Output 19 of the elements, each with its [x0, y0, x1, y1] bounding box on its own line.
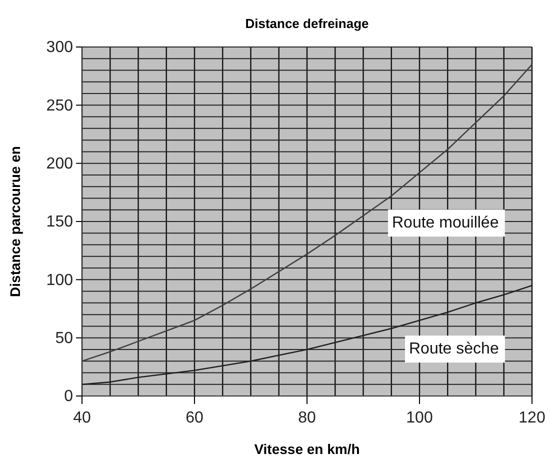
x-tick-label: 60	[186, 410, 204, 427]
y-tick-label: 300	[46, 39, 74, 56]
chart-title: Distance defreinage	[245, 16, 369, 31]
x-tick-label: 40	[73, 410, 91, 427]
line-series	[81, 64, 533, 362]
x-tick-label: 120	[518, 410, 546, 427]
series-label: Route mouillée	[392, 214, 499, 232]
x-tick-label: 100	[406, 410, 433, 427]
x-axis-title: Vitesse en km/h	[254, 441, 360, 457]
line-series	[81, 284, 533, 386]
x-tick-label: 80	[298, 410, 316, 427]
y-tick-label: 200	[46, 155, 74, 172]
y-tick-label: 150	[46, 214, 74, 231]
y-tick-label: 250	[46, 97, 74, 114]
y-tick-label: 50	[55, 330, 74, 347]
y-tick-label: 0	[64, 388, 74, 406]
series-label: Route sèche	[409, 340, 499, 358]
y-axis-title: Distance parcourue en	[7, 146, 23, 297]
y-tick-label: 100	[46, 272, 74, 289]
